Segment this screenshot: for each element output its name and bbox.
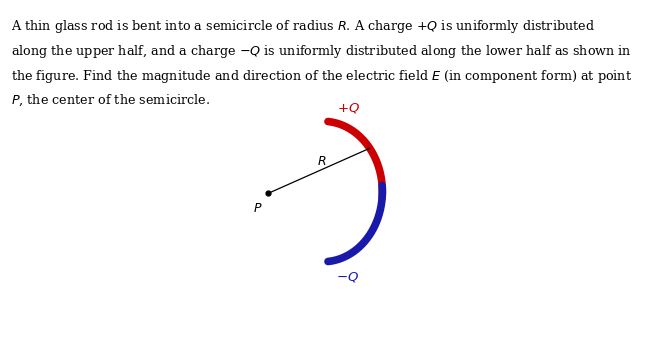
Text: A thin glass rod is bent into a semicircle of radius $R$. A charge $+Q$ is unifo: A thin glass rod is bent into a semicirc… (11, 18, 595, 35)
Text: the figure. Find the magnitude and direction of the electric field $E$ (in compo: the figure. Find the magnitude and direc… (11, 67, 632, 85)
Text: $-Q$: $-Q$ (336, 270, 358, 284)
Text: along the upper half, and a charge $-Q$ is uniformly distributed along the lower: along the upper half, and a charge $-Q$ … (11, 43, 631, 60)
Text: $+Q$: $+Q$ (338, 100, 360, 115)
Text: $R$: $R$ (317, 155, 327, 168)
Text: $P$: $P$ (254, 202, 263, 215)
Text: $P$, the center of the semicircle.: $P$, the center of the semicircle. (11, 93, 210, 108)
